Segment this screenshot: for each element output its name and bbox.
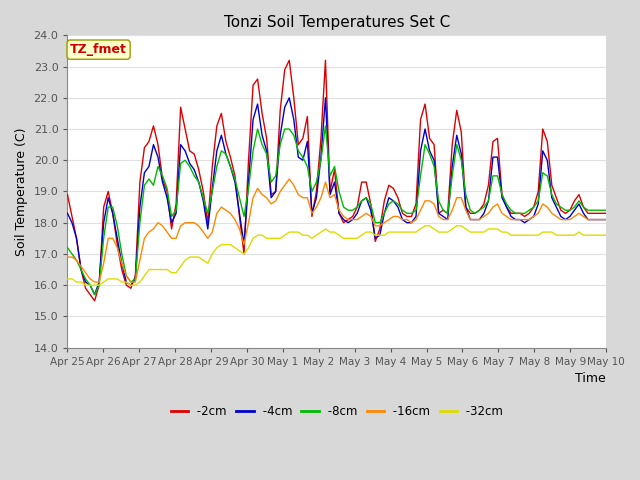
- Legend:  -2cm,  -4cm,  -8cm,  -16cm,  -32cm: -2cm, -4cm, -8cm, -16cm, -32cm: [166, 400, 508, 423]
- Y-axis label: Soil Temperature (C): Soil Temperature (C): [15, 127, 28, 256]
- Text: TZ_fmet: TZ_fmet: [70, 43, 127, 56]
- X-axis label: Time: Time: [575, 372, 606, 385]
- Title: Tonzi Soil Temperatures Set C: Tonzi Soil Temperatures Set C: [223, 15, 450, 30]
